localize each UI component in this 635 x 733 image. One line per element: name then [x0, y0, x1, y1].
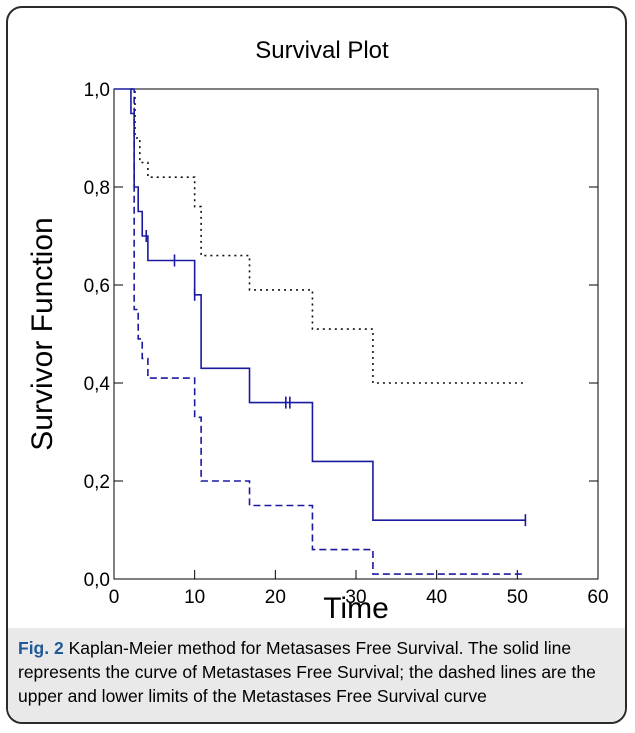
- x-tick-label: 0: [109, 587, 120, 608]
- caption-label: Fig. 2: [18, 638, 64, 658]
- axis-ticks: 0 10 20 30 40 50 60 0,0 0,2 0,4 0,6 0,8 1,0: [84, 80, 609, 608]
- x-tick-label: 30: [345, 587, 366, 608]
- x-tick-label: 20: [265, 587, 286, 608]
- y-axis-title: Survivor Function: [26, 217, 59, 450]
- dashed-survival-line: [130, 88, 526, 575]
- x-axis-title: Time: [323, 592, 389, 625]
- caption-text: Kaplan-Meier method for Metasases Free S…: [18, 638, 596, 706]
- figure-caption: Fig. 2 Kaplan-Meier method for Metasases…: [8, 628, 625, 722]
- solid-survival-line: [114, 88, 526, 521]
- y-tick-label: 0,6: [84, 276, 110, 297]
- x-tick-label: 50: [507, 587, 528, 608]
- y-tick-label: 1,0: [84, 80, 110, 101]
- y-tick-label: 0,2: [84, 472, 110, 493]
- figure-frame: Survival Plot 0 10 20 30 40 50 60 0,0 0,2 0,4 0,6 0…: [6, 6, 627, 724]
- survival-plot: Survival Plot 0 10 20 30 40 50 600,00,20,40,60…: [26, 37, 609, 625]
- y-tick-label: 0,8: [84, 178, 110, 199]
- y-tick-label: 0,0: [84, 570, 110, 591]
- x-tick-label: 40: [426, 587, 447, 608]
- y-tick-label: 0,4: [84, 374, 111, 395]
- plot-frame: [113, 88, 599, 580]
- chart-title: Survival Plot: [255, 37, 389, 64]
- x-tick-label: 60: [587, 587, 608, 608]
- x-tick-label: 10: [184, 587, 205, 608]
- dotted-survival-line: [130, 88, 526, 384]
- series-layer: [114, 88, 527, 575]
